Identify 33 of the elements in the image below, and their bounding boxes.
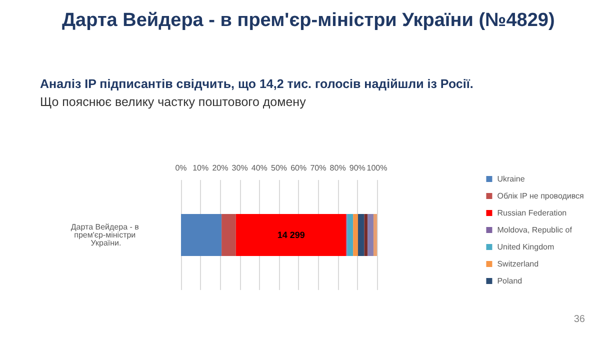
chart-title: Дарта Вейдера - в прем'єр-міністри України (№4829): [62, 10, 555, 32]
chart-subtitle: Аналіз IP підписантів свідчить, що 14,2 тис. голосів надійшли із Росії.: [40, 77, 474, 91]
legend-label: Russian Federation: [497, 208, 567, 218]
x-tick-label: 30%: [232, 164, 248, 172]
x-tick-label: 0%: [175, 164, 187, 172]
legend-label: Switzerland: [497, 260, 539, 268]
legend-label: Облік IP не проводився: [497, 192, 584, 200]
bar: [353, 214, 358, 256]
bar: [368, 214, 374, 256]
legend-label: United Kingdom: [497, 242, 554, 252]
x-tick-label: 60%: [290, 164, 307, 172]
bar: [181, 214, 222, 256]
x-tick-label: 80%: [330, 164, 346, 172]
bar: [236, 214, 346, 256]
x-tick-label: 70%: [310, 164, 326, 172]
bar: [364, 214, 368, 256]
x-tick-label: 90%: [349, 164, 366, 172]
legend-label: Ukraine: [497, 174, 526, 184]
x-tick-label: 10%: [192, 164, 209, 172]
x-tick-label: 40%: [251, 164, 268, 172]
legend-label: Moldova, Republic of: [497, 226, 573, 234]
x-tick-label: 100%: [366, 164, 388, 172]
annotation: 14 299: [277, 230, 305, 240]
bar: [222, 214, 236, 256]
bar: [347, 214, 354, 256]
bar: [358, 214, 364, 256]
y-tick-label: Дарта Вейдера - в прем'єр-міністри України.: [70, 222, 142, 248]
text: 36: [574, 314, 585, 325]
x-tick-label: 20%: [212, 164, 228, 172]
bar: [373, 214, 377, 256]
x-tick-label: 50%: [270, 164, 288, 172]
legend-label: Poland: [497, 276, 522, 286]
text: Що пояснює велику частку поштового домену: [40, 95, 306, 109]
